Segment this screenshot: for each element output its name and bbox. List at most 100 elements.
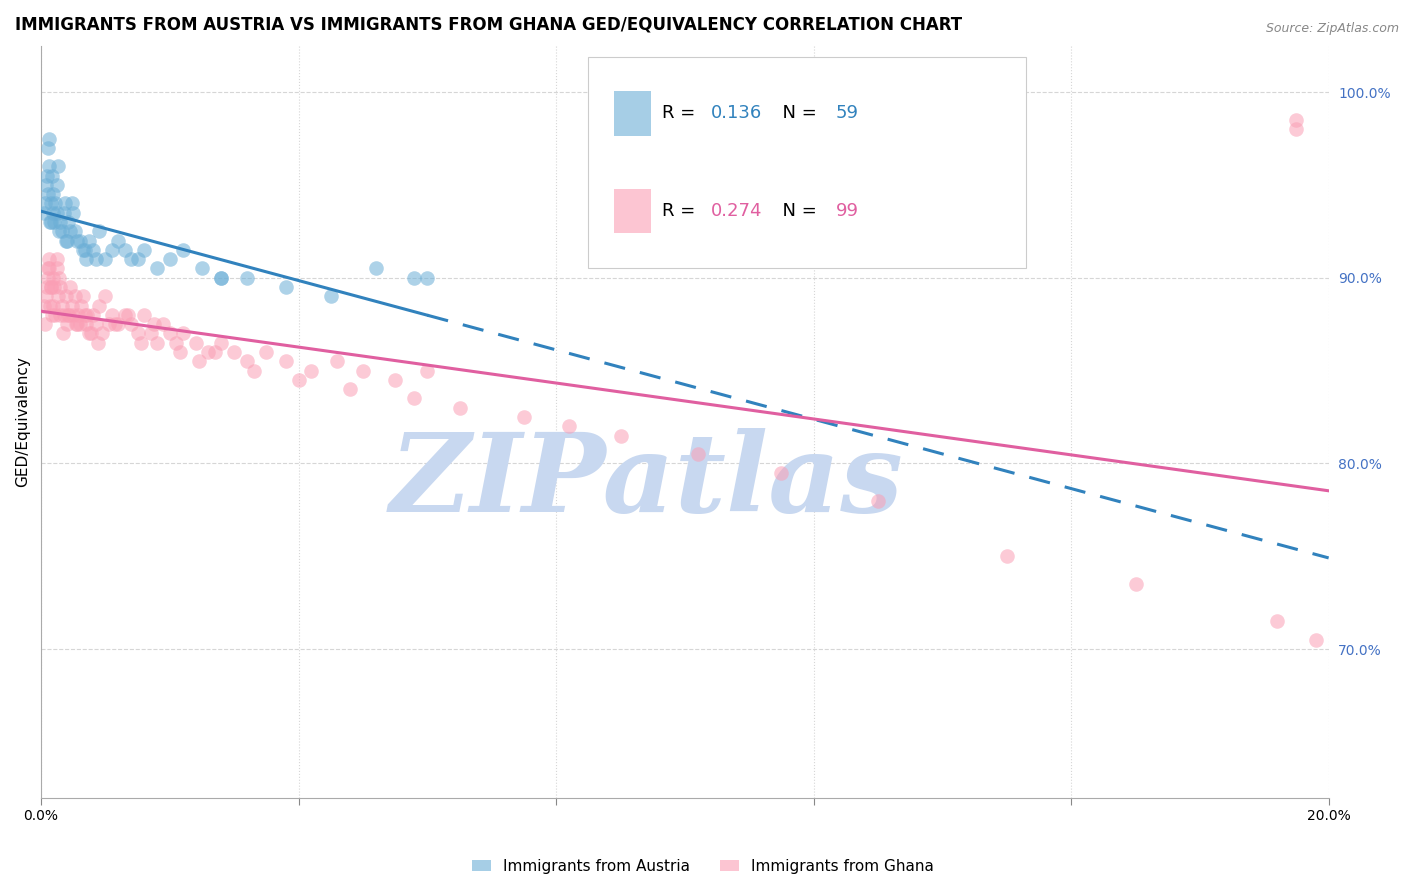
Point	[73, 243, 96, 257]
Point	[45, 178, 67, 192]
Point	[84, 252, 107, 267]
Text: ZIPatlas: ZIPatlas	[389, 428, 903, 535]
Point	[94, 252, 117, 267]
Point	[41, 270, 63, 285]
Point	[132, 308, 155, 322]
Point	[197, 345, 219, 359]
Point	[139, 326, 162, 341]
Point	[58, 308, 80, 322]
Text: 0.136: 0.136	[710, 104, 762, 122]
Point	[49, 308, 72, 322]
FancyBboxPatch shape	[614, 189, 651, 234]
Point	[69, 234, 91, 248]
Point	[76, 308, 98, 322]
Point	[274, 354, 297, 368]
Point	[152, 317, 174, 331]
Point	[1265, 614, 1288, 628]
Point	[1125, 577, 1147, 591]
Point	[41, 169, 63, 183]
Point	[56, 317, 79, 331]
Point	[101, 243, 124, 257]
Point	[48, 224, 70, 238]
Point	[37, 270, 59, 285]
Point	[42, 206, 65, 220]
Point	[146, 261, 169, 276]
Point	[39, 280, 62, 294]
Point	[38, 131, 60, 145]
Point	[39, 299, 62, 313]
Point	[41, 187, 63, 202]
Point	[339, 382, 361, 396]
Point	[48, 289, 70, 303]
Point	[209, 335, 232, 350]
Point	[319, 289, 342, 303]
Point	[53, 196, 76, 211]
Point	[79, 326, 101, 341]
Point	[55, 234, 77, 248]
Point	[1285, 112, 1308, 127]
Point	[326, 354, 349, 368]
Point	[63, 224, 86, 238]
Point	[35, 169, 58, 183]
Y-axis label: GED/Equivalency: GED/Equivalency	[15, 356, 30, 487]
Text: N =: N =	[770, 202, 823, 220]
Point	[254, 345, 277, 359]
Point	[169, 345, 191, 359]
Point	[39, 215, 62, 229]
Point	[352, 363, 374, 377]
Point	[60, 196, 83, 211]
Point	[101, 308, 124, 322]
Point	[995, 549, 1018, 564]
Point	[159, 252, 181, 267]
Point	[224, 345, 246, 359]
Point	[72, 243, 94, 257]
Text: 0.274: 0.274	[710, 202, 762, 220]
Point	[41, 215, 63, 229]
Point	[127, 326, 149, 341]
Point	[117, 308, 139, 322]
Point	[51, 224, 73, 238]
Point	[146, 335, 169, 350]
Point	[416, 363, 439, 377]
Point	[165, 335, 187, 350]
Text: R =: R =	[662, 202, 700, 220]
Point	[34, 317, 56, 331]
Point	[41, 280, 63, 294]
Point	[56, 215, 79, 229]
Point	[686, 447, 709, 461]
Point	[44, 196, 66, 211]
Point	[37, 141, 59, 155]
Point	[35, 178, 58, 192]
Point	[38, 252, 60, 267]
Point	[142, 317, 165, 331]
Point	[209, 270, 232, 285]
Point	[384, 373, 406, 387]
Point	[416, 270, 439, 285]
Point	[34, 206, 56, 220]
Point	[75, 317, 97, 331]
Point	[51, 299, 73, 313]
Point	[87, 335, 110, 350]
Point	[79, 234, 101, 248]
Point	[59, 280, 82, 294]
Point	[107, 234, 129, 248]
Point	[132, 243, 155, 257]
Point	[609, 428, 631, 442]
Point	[42, 215, 65, 229]
Point	[46, 252, 69, 267]
Point	[42, 280, 65, 294]
Text: R =: R =	[662, 104, 700, 122]
Point	[39, 196, 62, 211]
Point	[91, 326, 114, 341]
Point	[84, 317, 107, 331]
Point	[513, 410, 536, 425]
Point	[87, 224, 110, 238]
Point	[56, 234, 79, 248]
Point	[60, 299, 83, 313]
Point	[35, 289, 58, 303]
Point	[38, 261, 60, 276]
Legend: Immigrants from Austria, Immigrants from Ghana: Immigrants from Austria, Immigrants from…	[467, 853, 939, 880]
Text: N =: N =	[770, 104, 823, 122]
Point	[65, 234, 87, 248]
Point	[63, 289, 86, 303]
